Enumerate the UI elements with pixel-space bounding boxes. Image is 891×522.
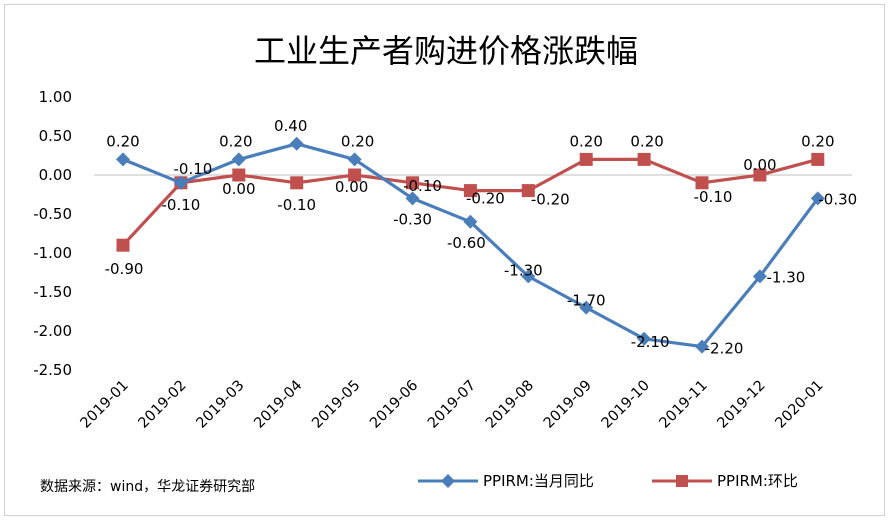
data-point-yoy — [637, 331, 652, 346]
data-point-yoy — [405, 191, 420, 206]
data-point-mom — [463, 184, 477, 198]
data-point-yoy — [752, 269, 767, 284]
data-label-yoy: -0.60 — [447, 234, 486, 252]
y-tick-label: -0.50 — [33, 205, 72, 223]
x-tick-label: 2019-04 — [251, 378, 305, 432]
data-point-yoy — [810, 191, 825, 206]
data-label-yoy: -1.70 — [567, 292, 606, 310]
data-label-mom: 0.20 — [569, 132, 602, 150]
legend-label-yoy: PPIRM:当月同比 — [483, 472, 594, 490]
chart-frame — [4, 4, 885, 516]
chart-title: 工业生产者购进价格涨跌幅 — [254, 32, 638, 70]
legend-label-mom: PPIRM:环比 — [717, 472, 798, 490]
data-label-mom: -0.20 — [531, 191, 570, 209]
x-tick-label: 2019-10 — [599, 378, 653, 432]
legend-marker-mom — [676, 475, 688, 487]
data-point-mom — [579, 152, 593, 166]
data-point-mom — [406, 176, 419, 190]
x-tick-label: 2019-06 — [367, 378, 421, 432]
data-point-mom — [116, 238, 130, 252]
data-label-mom: 0.00 — [335, 178, 368, 196]
x-tick-label: 2019-02 — [136, 378, 190, 432]
data-label-yoy: 0.40 — [274, 117, 307, 135]
y-tick-label: 0.50 — [39, 127, 72, 145]
data-label-yoy: -0.30 — [393, 210, 432, 228]
y-tick-label: 1.00 — [39, 88, 72, 106]
source-note: 数据来源：wind，华龙证券研究部 — [40, 479, 255, 495]
data-point-yoy — [347, 152, 362, 167]
y-axis: 1.00 0.50 0.00 -0.50 -1.00 -1.50 -2.00 -2.50 — [33, 88, 72, 379]
data-point-mom — [695, 176, 709, 190]
x-tick-label: 2019-11 — [657, 378, 711, 432]
x-tick-label: 2019-08 — [483, 378, 537, 432]
data-labels: 0.20 -0.10 0.20 0.40 0.20 -0.30 -0.60 -1.30 -1.7… — [105, 117, 858, 358]
x-tick-label: 2019-07 — [425, 378, 479, 432]
data-point-yoy — [463, 214, 478, 229]
data-label-mom: -0.10 — [694, 188, 733, 206]
data-point-mom — [232, 168, 246, 182]
y-tick-label: -2.50 — [33, 361, 72, 379]
data-point-mom — [811, 152, 825, 166]
data-label-yoy: -1.30 — [504, 261, 543, 279]
data-label-yoy: -1.30 — [766, 268, 805, 286]
data-point-yoy — [231, 152, 246, 167]
y-tick-label: -1.50 — [33, 283, 72, 301]
x-tick-label: 2019-01 — [78, 378, 132, 432]
y-tick-label: -1.00 — [33, 244, 72, 262]
data-label-mom: -0.10 — [403, 177, 442, 195]
data-point-mom — [290, 176, 304, 190]
x-tick-label: 2019-09 — [541, 378, 595, 432]
x-tick-label: 2020-01 — [772, 378, 826, 432]
data-label-mom: 0.00 — [743, 156, 776, 174]
data-point-yoy — [521, 269, 536, 284]
data-label-yoy: -0.30 — [818, 190, 857, 208]
x-tick-label: 2019-12 — [715, 378, 769, 432]
data-label-mom: 0.20 — [801, 132, 834, 150]
data-label-yoy: 0.20 — [219, 132, 252, 150]
series-layer — [116, 136, 825, 354]
data-label-yoy: 0.20 — [106, 132, 139, 150]
data-point-yoy — [173, 175, 188, 190]
legend-marker-yoy — [441, 474, 455, 488]
legend: PPIRM:当月同比 PPIRM:环比 — [418, 472, 798, 490]
data-point-mom — [637, 152, 651, 166]
y-tick-label: 0.00 — [39, 166, 72, 184]
data-label-yoy: -2.10 — [631, 333, 670, 351]
data-label-mom: -0.10 — [161, 196, 200, 214]
data-point-yoy — [695, 339, 709, 354]
data-point-yoy — [289, 136, 304, 151]
x-axis: 2019-01 2019-02 2019-03 2019-04 2019-05 2019-… — [78, 378, 827, 432]
x-tick-label: 2019-05 — [309, 378, 363, 432]
data-point-yoy — [579, 300, 594, 315]
data-point-mom — [348, 168, 362, 182]
data-point-mom — [753, 168, 767, 182]
data-label-mom: -0.10 — [277, 196, 316, 214]
x-tick-label: 2019-03 — [193, 378, 247, 432]
data-label-mom: 0.00 — [222, 180, 255, 198]
data-label-mom: -0.90 — [105, 260, 144, 278]
data-point-mom — [521, 184, 535, 198]
data-point-yoy — [116, 152, 130, 167]
y-tick-label: -2.00 — [33, 322, 72, 340]
data-label-yoy: -0.10 — [173, 160, 212, 178]
data-label-mom: 0.20 — [630, 132, 663, 150]
data-label-yoy: -2.20 — [705, 340, 744, 358]
data-label-yoy: 0.20 — [341, 132, 374, 150]
data-label-mom: -0.20 — [466, 190, 505, 208]
